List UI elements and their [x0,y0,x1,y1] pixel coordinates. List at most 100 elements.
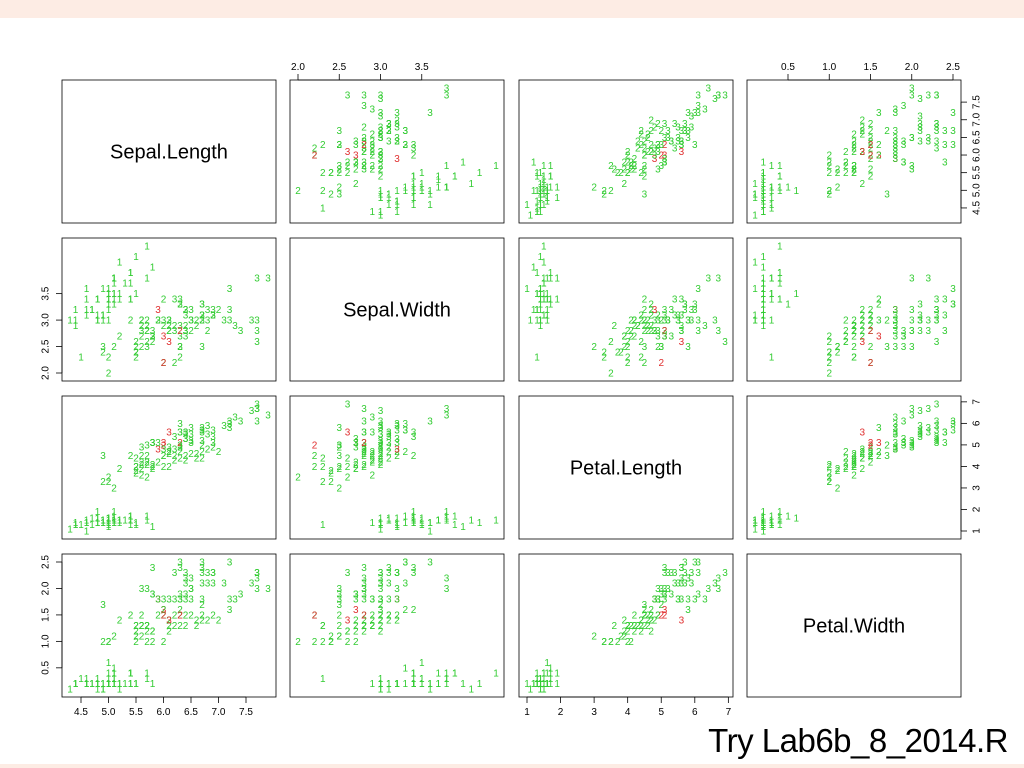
data-point: 1 [760,196,766,207]
tick-label: 2.5 [946,62,960,73]
data-point: 2 [378,600,384,611]
data-point: 3 [402,579,408,590]
data-point: 3 [901,331,907,342]
data-point: 1 [78,520,84,531]
data-point: 1 [534,679,540,690]
data-point: 3 [909,410,915,421]
data-point: 1 [106,516,112,527]
data-point: 3 [199,595,205,606]
data-point: 2 [320,621,326,632]
data-point: 2 [194,621,200,632]
data-point: 1 [760,294,766,305]
tick-label: 6.0 [157,707,171,718]
data-point: 3 [925,423,931,434]
data-point: 3 [917,406,923,417]
data-point: 2 [194,321,200,332]
data-point: 1 [419,186,425,197]
data-point: 3 [172,326,178,337]
tick-label: 4.5 [972,201,983,215]
data-point: 1 [538,679,544,690]
data-point: 2 [625,621,631,632]
data-point: 2 [859,316,865,327]
data-point: 1 [468,685,474,696]
data-point: 3 [254,337,260,348]
data-point: 1 [320,674,326,685]
data-point: 3 [199,427,205,438]
data-point: 1 [419,658,425,669]
data-point: 1 [67,524,73,535]
data-point: 3 [692,300,698,311]
data-point: 1 [534,305,540,316]
data-point: 1 [760,518,766,529]
data-point: 2 [658,610,664,621]
data-point: 1 [106,679,112,690]
data-point: 2 [345,161,351,172]
data-point: 2 [645,326,651,337]
data-point: 2 [161,358,167,369]
data-point: 2 [177,621,183,632]
data-point: 3 [679,337,685,348]
data-point: 2 [361,161,367,172]
data-point: 3 [172,432,178,443]
data-point: 2 [642,610,648,621]
data-point: 1 [95,518,101,529]
data-point: 3 [669,331,675,342]
data-point: 1 [760,186,766,197]
data-point: 3 [227,305,233,316]
data-point: 3 [402,425,408,436]
data-point: 2 [642,316,648,327]
data-point: 3 [934,305,940,316]
data-point: 2 [835,168,841,179]
data-point: 2 [199,440,205,451]
data-point: 1 [760,289,766,300]
panel-petal-length-vs-petal-length: Petal.Length [518,395,734,540]
data-point: 2 [150,331,156,342]
data-point: 3 [238,589,244,600]
data-point: 1 [111,518,117,529]
data-point: 2 [851,147,857,158]
data-point: 3 [369,595,375,606]
data-point: 2 [177,443,183,454]
data-point: 1 [544,310,550,321]
data-point: 3 [353,158,359,169]
data-point: 2 [645,321,651,332]
data-point: 1 [541,182,547,193]
data-point: 2 [353,626,359,637]
data-point: 3 [361,584,367,595]
tick-label: 6.5 [184,707,198,718]
data-point: 2 [144,458,150,469]
data-point: 1 [111,516,117,527]
data-point: 3 [917,136,923,147]
data-point: 2 [868,438,874,449]
data-point: 1 [95,679,101,690]
data-point: 3 [177,427,183,438]
data-point: 3 [925,133,931,144]
data-point: 3 [378,579,384,590]
data-point: 2 [353,621,359,632]
data-point: 2 [111,632,117,643]
data-point: 2 [625,337,631,348]
data-point: 2 [591,342,597,353]
data-point: 1 [106,514,112,525]
data-point: 1 [84,284,90,295]
data-point: 2 [658,316,664,327]
data-point: 3 [909,326,915,337]
data-point: 3 [361,589,367,600]
data-point: 3 [942,310,948,321]
data-point: 2 [851,453,857,464]
data-point: 1 [435,516,441,527]
data-point: 1 [106,518,112,529]
data-point: 1 [769,316,775,327]
data-point: 1 [427,189,433,200]
data-point: 2 [353,158,359,169]
data-point: 1 [73,518,79,529]
data-point: 3 [265,410,271,421]
data-point: 1 [402,186,408,197]
data-point: 2 [859,122,865,133]
data-point: 1 [531,263,537,274]
data-point: 2 [648,305,654,316]
data-point: 1 [386,514,392,525]
